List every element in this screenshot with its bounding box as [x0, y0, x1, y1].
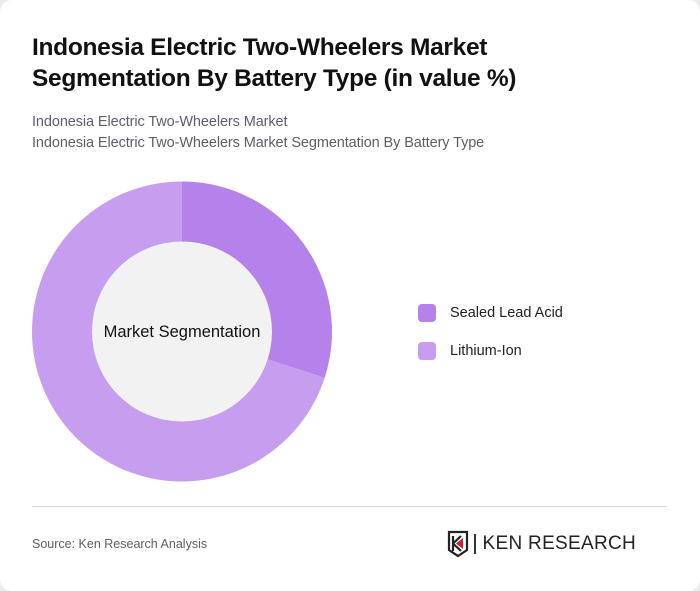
ken-shield-icon — [447, 530, 469, 558]
logo-accent — [456, 538, 463, 549]
legend-label: Sealed Lead Acid — [450, 305, 563, 321]
donut-chart — [32, 181, 332, 482]
subtitle-segmentation: Indonesia Electric Two-Wheelers Market S… — [32, 135, 485, 151]
legend-swatch-icon — [418, 304, 436, 322]
legend-item-sealed-lead-acid[interactable]: Sealed Lead Acid — [418, 303, 563, 323]
legend-item-lithium-ion[interactable]: Lithium-Ion — [418, 341, 563, 361]
page-title: Indonesia Electric Two-Wheelers Market S… — [32, 34, 517, 92]
subtitle-market: Indonesia Electric Two-Wheelers Market — [32, 114, 288, 130]
logo-divider — [474, 534, 476, 554]
legend-label: Lithium-Ion — [450, 343, 522, 359]
logo-text: KEN RESEARCH — [482, 533, 637, 554]
source-note: Source: Ken Research Analysis — [32, 537, 208, 551]
chart-legend: Sealed Lead Acid Lithium-Ion — [418, 303, 563, 379]
donut-center-label: Market Segmentation — [103, 322, 261, 341]
legend-swatch-icon — [418, 342, 436, 360]
ken-research-logo: KEN RESEARCH — [447, 530, 636, 558]
donut-center — [92, 241, 272, 422]
footer-divider — [32, 506, 667, 507]
